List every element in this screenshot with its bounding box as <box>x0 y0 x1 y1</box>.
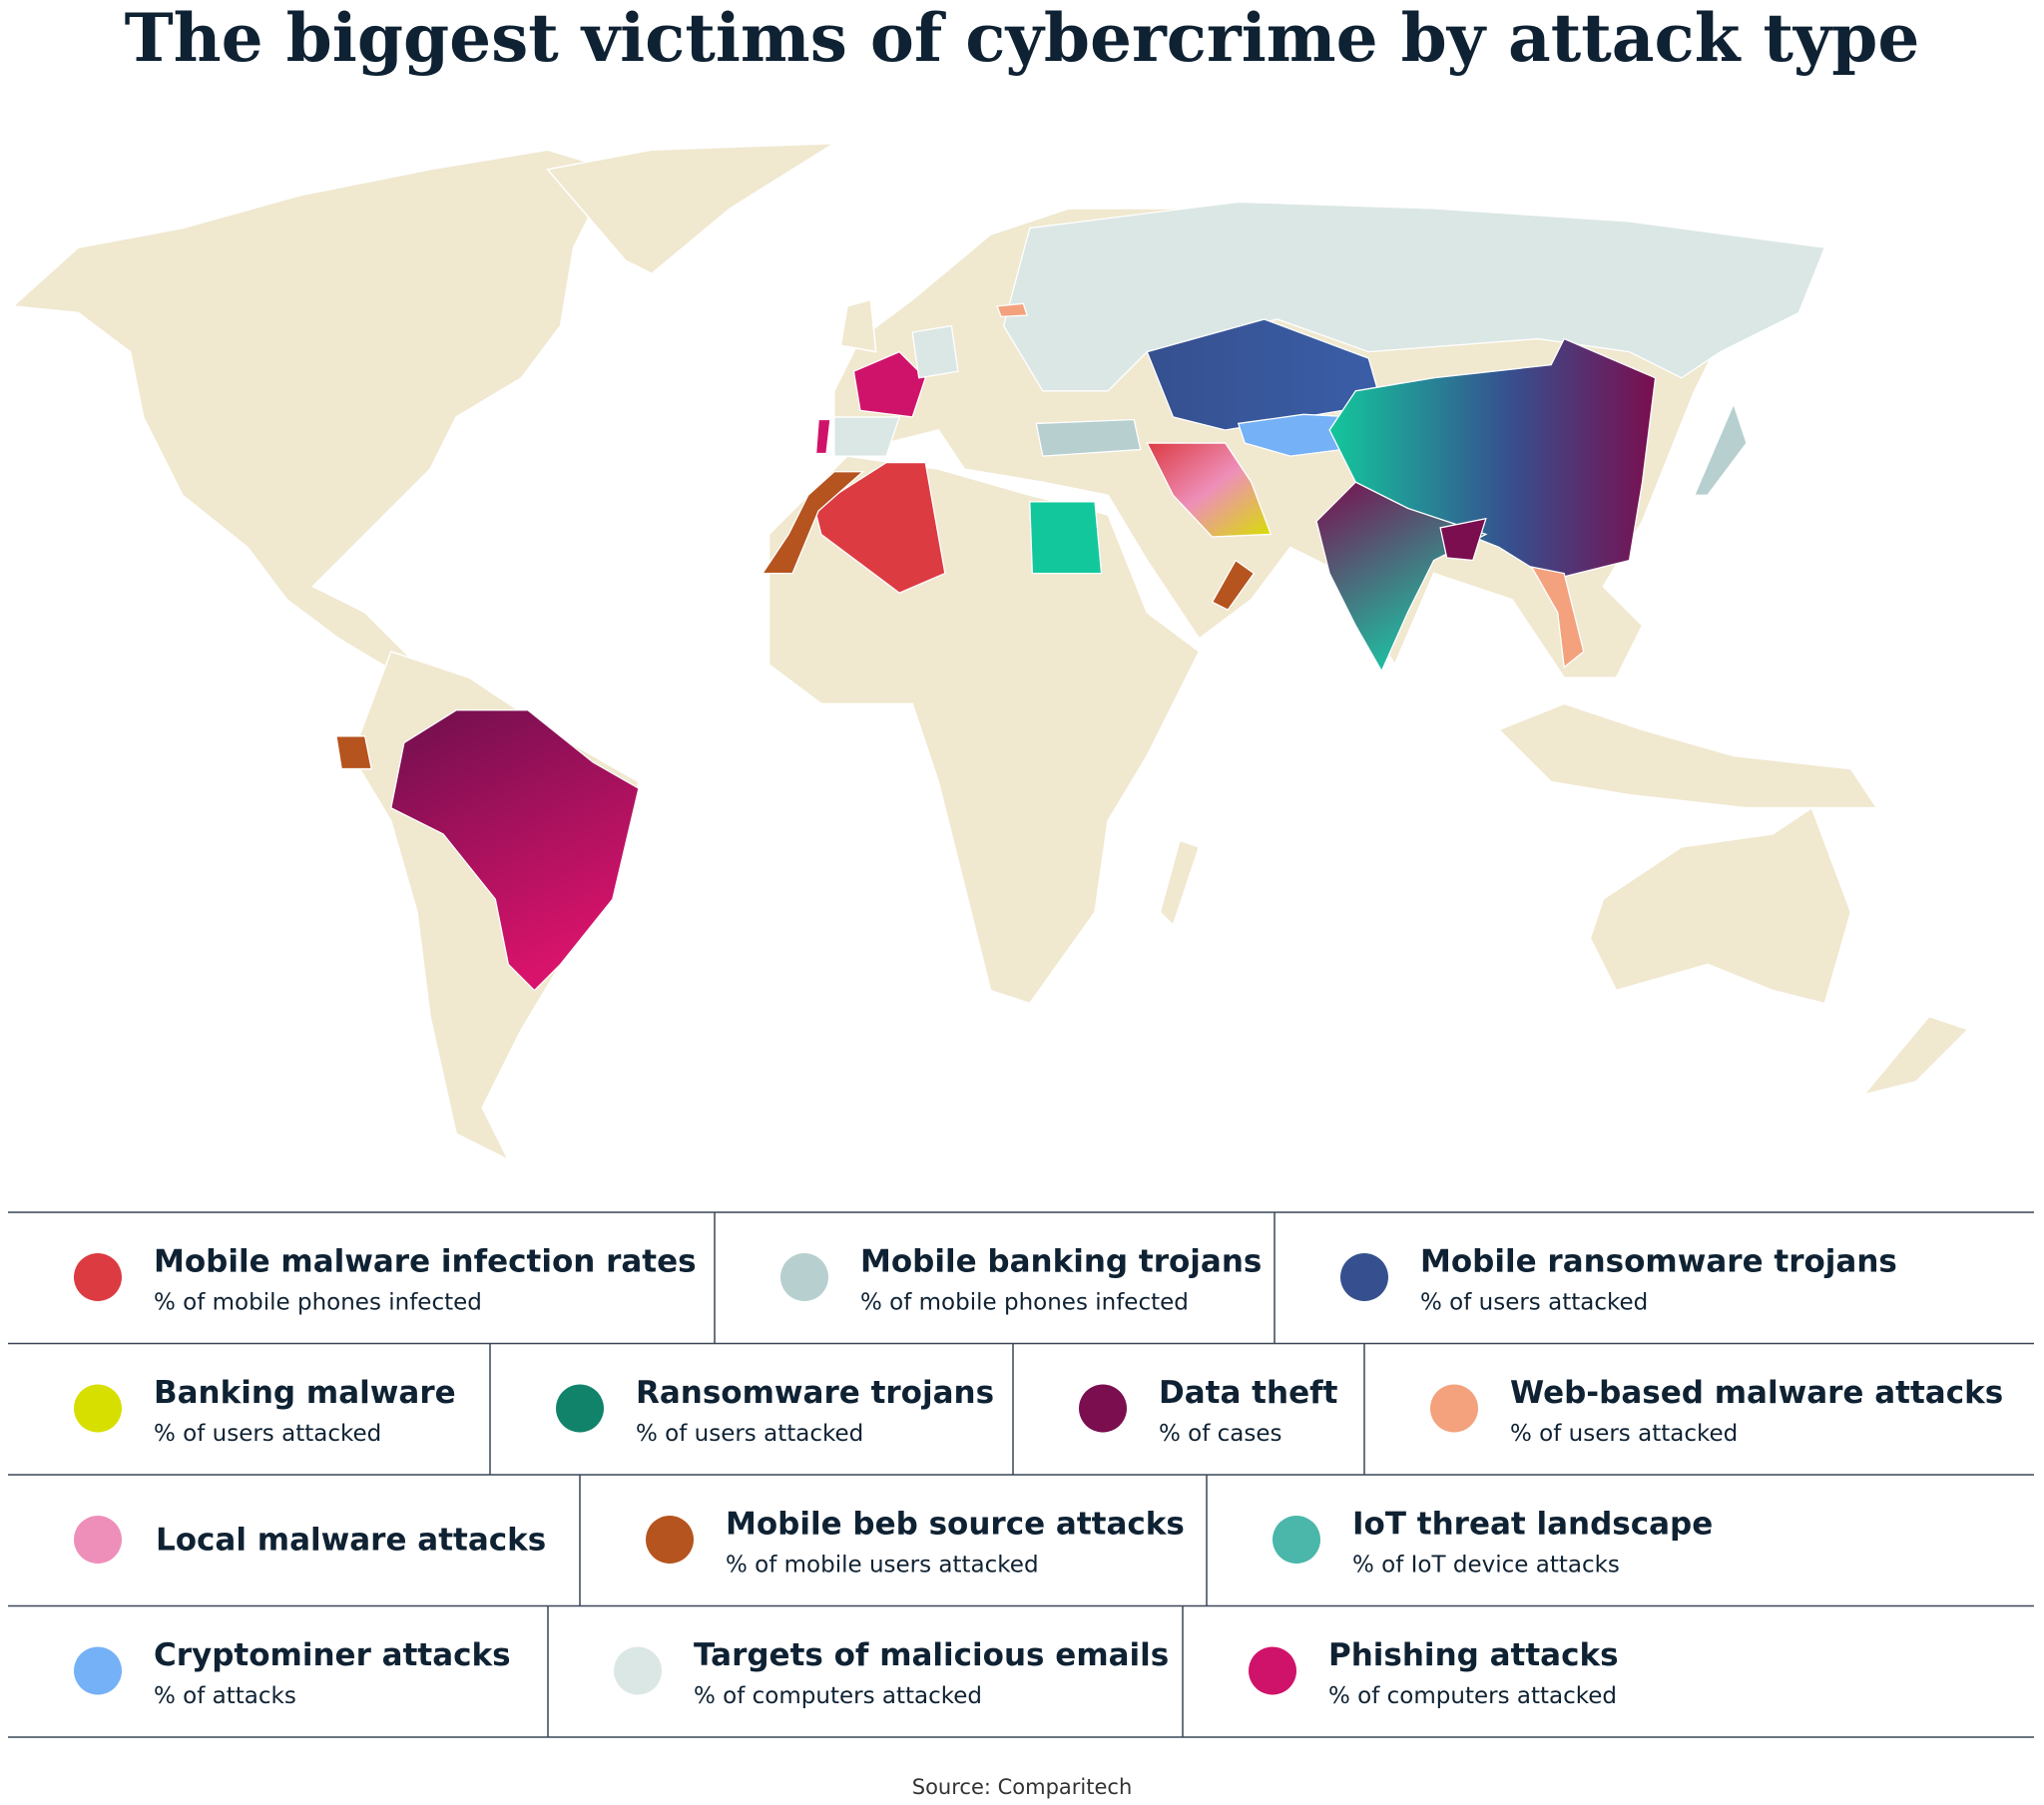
legend-sublabel: % of mobile users attacked <box>726 1553 1039 1579</box>
legend-swatch <box>780 1253 828 1301</box>
legend-sublabel: % of computers attacked <box>1328 1683 1617 1709</box>
title: The biggest victims of cybercrime by att… <box>125 0 1920 77</box>
africa <box>767 455 1201 1005</box>
legend-sublabel: % of mobile phones infected <box>860 1290 1189 1316</box>
turkey <box>1035 418 1142 457</box>
legend-label: Mobile beb source attacks <box>726 1507 1185 1543</box>
legend-swatch <box>74 1516 122 1564</box>
legend-label: Data theft <box>1159 1375 1338 1411</box>
legend-sublabel: % of cases <box>1159 1421 1282 1447</box>
uk <box>839 298 877 353</box>
egypt <box>1029 501 1103 575</box>
spain <box>833 416 901 457</box>
legend-swatch <box>1079 1384 1127 1433</box>
greenland <box>546 142 837 275</box>
legend-label: Cryptominer attacks <box>154 1637 511 1673</box>
legend-sublabel: % of computers attacked <box>694 1683 982 1709</box>
north-america <box>11 149 614 678</box>
bangladesh <box>1439 517 1487 562</box>
legend-label: Targets of malicious emails <box>694 1637 1169 1673</box>
legend-swatch <box>74 1253 122 1301</box>
indonesia <box>1497 702 1879 809</box>
legend-swatch <box>74 1646 122 1695</box>
portugal <box>814 418 831 455</box>
legend-swatch <box>1249 1646 1296 1695</box>
germany <box>911 324 959 379</box>
legend-label: Mobile ransomware trojans <box>1420 1244 1897 1280</box>
legend-label: Ransomware trojans <box>636 1375 994 1411</box>
legend-sublabel: % of users attacked <box>1420 1290 1648 1316</box>
legend: Mobile malware infection rates % of mobil… <box>8 1211 2034 1738</box>
legend-label: Local malware attacks <box>156 1523 546 1559</box>
legend-sublabel: % of mobile phones infected <box>154 1290 482 1316</box>
new-zealand <box>1861 1015 1970 1097</box>
legend-swatch <box>646 1516 694 1564</box>
madagascar <box>1159 839 1201 927</box>
legend-label: Web-based malware attacks <box>1510 1375 2003 1411</box>
legend-swatch <box>1273 1516 1320 1564</box>
algeria <box>813 461 946 594</box>
legend-sublabel: % of users attacked <box>1510 1421 1738 1447</box>
oman <box>1211 559 1256 612</box>
legend-label: Phishing attacks <box>1328 1637 1619 1673</box>
iran <box>1146 442 1273 538</box>
morocco <box>761 471 865 575</box>
legend-swatch <box>1340 1253 1388 1301</box>
russia <box>1002 201 1826 392</box>
legend-label: Mobile malware infection rates <box>154 1244 697 1280</box>
legend-label: Banking malware <box>154 1375 456 1411</box>
vietnam <box>1530 566 1585 669</box>
legend-sublabel: % of IoT device attacks <box>1352 1553 1620 1579</box>
japan <box>1693 402 1748 496</box>
lithuania <box>996 302 1029 318</box>
legend-sublabel: % of attacks <box>154 1683 296 1709</box>
brazil <box>390 709 640 992</box>
legend-swatch <box>1430 1384 1478 1433</box>
legend-swatch <box>74 1384 122 1433</box>
legend-sublabel: % of users attacked <box>154 1421 381 1447</box>
legend-sublabel: % of users attacked <box>636 1421 863 1447</box>
legend-swatch <box>556 1384 604 1433</box>
ecuador <box>335 735 373 770</box>
australia <box>1589 806 1852 1005</box>
legend-label: Mobile banking trojans <box>860 1244 1262 1280</box>
legend-label: IoT threat landscape <box>1352 1507 1713 1543</box>
world-map <box>11 142 1970 1162</box>
france <box>852 350 927 418</box>
source: Source: Comparitech <box>912 1775 1133 1799</box>
legend-swatch <box>614 1646 662 1695</box>
